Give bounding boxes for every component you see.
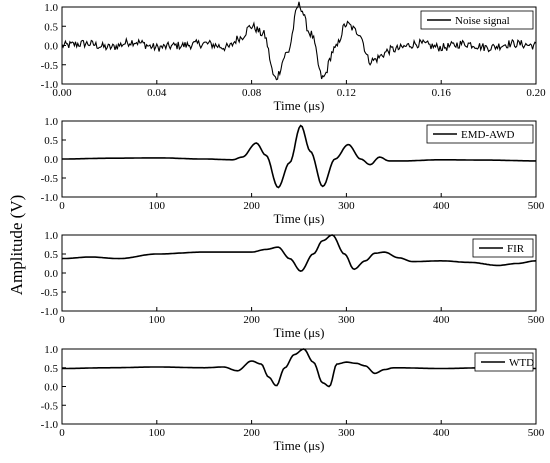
panel-2: 0 100 200 300 400 500 1.0 0.5 0.0 -0.5 -1.0 Time (μ… bbox=[41, 116, 545, 226]
y-tick-label: -1.0 bbox=[41, 419, 59, 431]
x-tick-label: 0.16 bbox=[432, 87, 452, 99]
x-axis-label: Time (μs) bbox=[274, 211, 325, 226]
y-tick-label: 0.0 bbox=[44, 41, 58, 53]
y-tick-label: 0.0 bbox=[44, 268, 58, 280]
legend: FIR bbox=[472, 238, 534, 258]
x-tick-label: 100 bbox=[149, 314, 166, 326]
x-tick-label: 0 bbox=[59, 314, 65, 326]
legend-label: FIR bbox=[507, 243, 525, 255]
x-tick-label: 300 bbox=[338, 314, 355, 326]
x-tick-label: 0.04 bbox=[147, 87, 167, 99]
y-tick-label: 0.0 bbox=[44, 154, 58, 166]
panel-3: 0 100 200 300 400 500 1.0 0.5 0.0 -0.5 -1.0 Time (μ… bbox=[41, 230, 545, 340]
y-tick-label: -1.0 bbox=[41, 306, 59, 318]
shared-y-axis-label: Amplitude (V) bbox=[7, 195, 26, 296]
x-tick-label: 200 bbox=[243, 314, 260, 326]
x-tick-label: 200 bbox=[243, 427, 260, 439]
legend-label: EMD-AWD bbox=[461, 129, 515, 141]
panel-1: 0.00 0.04 0.08 0.12 0.16 0.20 1.0 0.5 0.0 -0.5 -1.… bbox=[41, 1, 546, 113]
x-tick-label: 400 bbox=[433, 200, 450, 212]
x-tick-label: 0.12 bbox=[337, 87, 356, 99]
x-tick-label: 0 bbox=[59, 427, 65, 439]
y-tick-label: 1.0 bbox=[44, 230, 58, 242]
axes-frame bbox=[61, 348, 537, 425]
x-axis-label: Time (μs) bbox=[274, 325, 325, 340]
x-tick-label: 500 bbox=[528, 314, 545, 326]
series-line bbox=[62, 124, 536, 189]
x-tick-label: 300 bbox=[338, 427, 355, 439]
x-tick-label: 500 bbox=[528, 427, 545, 439]
y-tick-label: 0.5 bbox=[44, 249, 58, 261]
y-tick-label: 1.0 bbox=[44, 344, 58, 356]
y-tick-label: 0.5 bbox=[44, 135, 58, 147]
y-tick-label: 0.5 bbox=[44, 21, 58, 33]
legend-label: WTD bbox=[509, 357, 534, 369]
panel-4: 0 100 200 300 400 500 1.0 0.5 0.0 -0.5 -1.0 Time (μ… bbox=[41, 344, 545, 453]
x-axis-label: Time (μs) bbox=[274, 438, 325, 453]
y-tick-label: -0.5 bbox=[41, 173, 59, 185]
x-tick-label: 400 bbox=[433, 427, 450, 439]
x-axis-label: Time (μs) bbox=[274, 98, 325, 113]
x-tick-label: 300 bbox=[338, 200, 355, 212]
x-tick-label: 0 bbox=[59, 200, 65, 212]
y-tick-label: 1.0 bbox=[44, 2, 58, 14]
series-line bbox=[61, 1, 537, 81]
legend-box bbox=[426, 124, 534, 144]
legend-label: Noise signal bbox=[455, 15, 510, 27]
legend-box bbox=[420, 10, 534, 30]
x-tick-label: 0.00 bbox=[52, 87, 72, 99]
y-tick-label: -0.5 bbox=[41, 60, 59, 72]
legend: Noise signal bbox=[420, 10, 534, 30]
y-tick-label: 0.5 bbox=[44, 363, 58, 375]
x-tick-label: 100 bbox=[149, 200, 166, 212]
legend: EMD-AWD bbox=[426, 124, 534, 144]
x-tick-label: 200 bbox=[243, 200, 260, 212]
x-tick-label: 100 bbox=[149, 427, 166, 439]
y-tick-label: -1.0 bbox=[41, 192, 59, 204]
y-tick-label: 0.0 bbox=[44, 382, 58, 394]
x-tick-label: 500 bbox=[528, 200, 545, 212]
axes-frame bbox=[61, 234, 537, 312]
y-tick-label: -1.0 bbox=[41, 79, 59, 91]
y-tick-label: -0.5 bbox=[41, 400, 59, 412]
series-line bbox=[62, 348, 536, 388]
y-tick-label: 1.0 bbox=[44, 116, 58, 128]
legend: WTD bbox=[474, 352, 534, 372]
x-tick-label: 400 bbox=[433, 314, 450, 326]
y-tick-label: -0.5 bbox=[41, 287, 59, 299]
series-line bbox=[61, 234, 537, 272]
x-tick-label: 0.20 bbox=[526, 87, 546, 99]
x-tick-label: 0.08 bbox=[242, 87, 262, 99]
